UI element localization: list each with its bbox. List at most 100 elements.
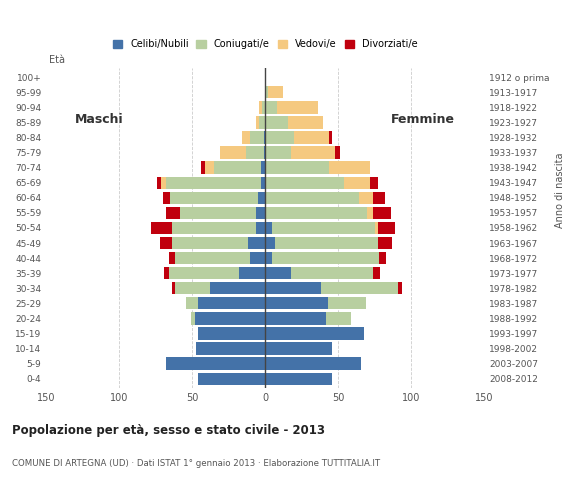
Bar	[367, 207, 373, 219]
Bar	[166, 207, 180, 219]
Bar	[261, 177, 265, 189]
Bar	[265, 358, 361, 370]
Bar	[239, 267, 265, 279]
Bar	[170, 192, 258, 204]
Bar	[268, 86, 282, 98]
Bar	[265, 372, 332, 385]
Y-axis label: Anno di nascita: Anno di nascita	[555, 153, 565, 228]
Bar	[172, 237, 248, 249]
Text: Età: Età	[49, 55, 65, 65]
Bar	[248, 237, 265, 249]
Bar	[201, 161, 205, 174]
Bar	[265, 327, 364, 340]
Bar	[186, 297, 198, 310]
Bar	[273, 222, 375, 234]
Bar	[261, 161, 265, 174]
Bar	[209, 282, 265, 294]
Bar	[198, 372, 265, 385]
Bar	[265, 237, 276, 249]
Bar	[321, 282, 398, 294]
Bar	[329, 161, 370, 174]
Bar	[328, 297, 366, 310]
Bar	[264, 132, 265, 144]
Bar	[264, 146, 265, 159]
Bar	[378, 237, 392, 249]
Bar	[288, 116, 324, 129]
Bar	[294, 132, 329, 144]
Bar	[251, 252, 265, 264]
Bar	[180, 207, 256, 219]
Bar	[169, 252, 175, 264]
Bar	[191, 312, 195, 324]
Bar	[195, 312, 265, 324]
Bar	[335, 146, 339, 159]
Text: Femmine: Femmine	[391, 113, 455, 126]
Text: COMUNE DI ARTEGNA (UD) · Dati ISTAT 1° gennaio 2013 · Elaborazione TUTTITALIA.IT: COMUNE DI ARTEGNA (UD) · Dati ISTAT 1° g…	[12, 458, 380, 468]
Bar	[265, 312, 327, 324]
Bar	[251, 132, 264, 144]
Bar	[265, 101, 277, 114]
Bar	[291, 267, 373, 279]
Bar	[265, 207, 367, 219]
Bar	[197, 342, 265, 355]
Bar	[259, 116, 265, 129]
Bar	[169, 267, 239, 279]
Bar	[259, 101, 262, 114]
Bar	[265, 161, 329, 174]
Bar	[220, 146, 246, 159]
Bar	[373, 192, 385, 204]
Bar	[265, 252, 273, 264]
Bar	[276, 237, 378, 249]
Bar	[327, 312, 351, 324]
Bar	[373, 267, 380, 279]
Bar	[378, 222, 395, 234]
Bar	[273, 252, 379, 264]
Bar	[157, 177, 161, 189]
Bar	[375, 222, 378, 234]
Bar	[265, 342, 332, 355]
Bar	[175, 252, 251, 264]
Bar	[265, 192, 358, 204]
Bar	[198, 297, 265, 310]
Bar	[175, 282, 209, 294]
Bar	[262, 101, 265, 114]
Bar	[265, 116, 288, 129]
Legend: Celibi/Nubili, Coniugati/e, Vedovi/e, Divorziati/e: Celibi/Nubili, Coniugati/e, Vedovi/e, Di…	[113, 39, 418, 49]
Bar	[161, 177, 166, 189]
Bar	[163, 192, 170, 204]
Bar	[258, 192, 265, 204]
Bar	[205, 161, 214, 174]
Text: Popolazione per età, sesso e stato civile - 2013: Popolazione per età, sesso e stato civil…	[12, 424, 325, 437]
Bar	[265, 297, 328, 310]
Bar	[265, 222, 273, 234]
Bar	[265, 86, 268, 98]
Bar	[242, 132, 251, 144]
Bar	[265, 132, 294, 144]
Bar	[265, 146, 291, 159]
Text: Maschi: Maschi	[75, 113, 124, 126]
Bar	[329, 132, 332, 144]
Bar	[256, 116, 259, 129]
Bar	[246, 146, 264, 159]
Bar	[166, 177, 261, 189]
Bar	[344, 177, 370, 189]
Bar	[379, 252, 386, 264]
Bar	[265, 267, 291, 279]
Bar	[151, 222, 172, 234]
Bar	[277, 101, 318, 114]
Bar	[256, 207, 265, 219]
Bar	[164, 267, 169, 279]
Bar	[198, 327, 265, 340]
Bar	[256, 222, 265, 234]
Bar	[370, 177, 378, 189]
Bar	[291, 146, 335, 159]
Bar	[265, 282, 321, 294]
Bar	[358, 192, 373, 204]
Bar	[398, 282, 403, 294]
Bar	[172, 282, 175, 294]
Bar	[265, 177, 344, 189]
Bar	[166, 358, 265, 370]
Bar	[214, 161, 261, 174]
Bar	[172, 222, 256, 234]
Bar	[373, 207, 391, 219]
